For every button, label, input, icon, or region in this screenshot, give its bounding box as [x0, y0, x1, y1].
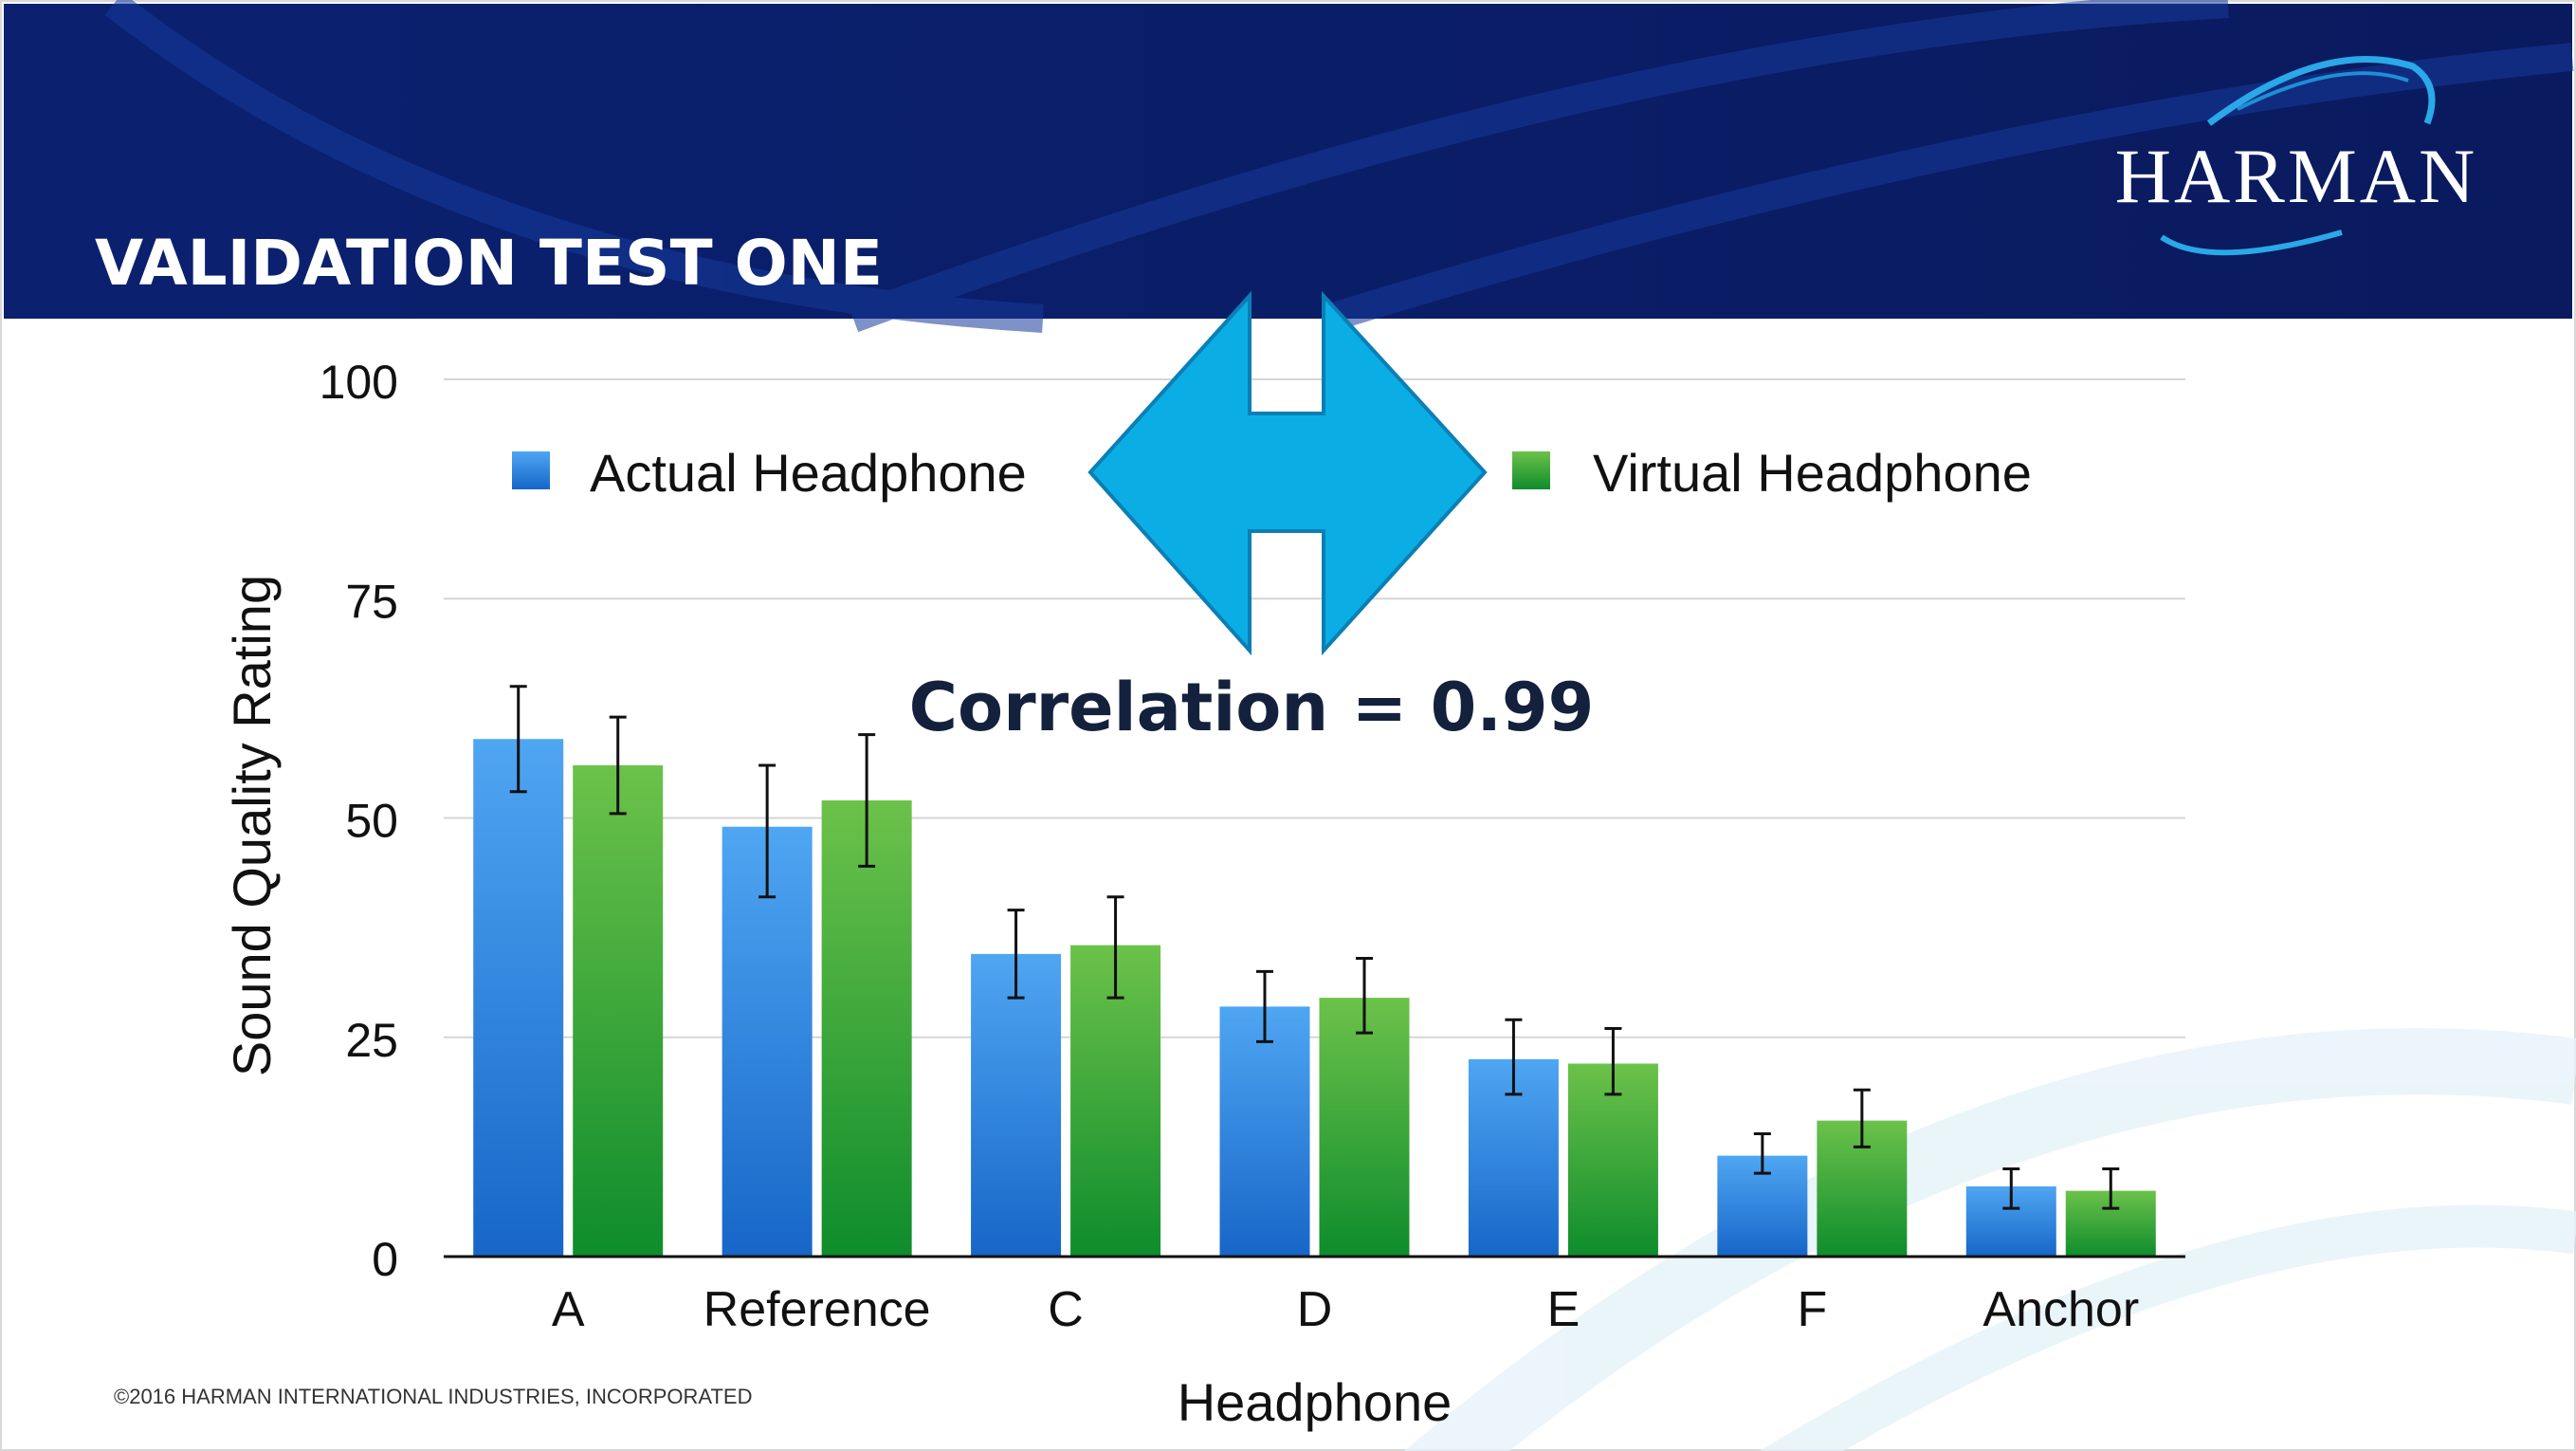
x-tick-label: Anchor: [1982, 1282, 2139, 1337]
error-bar: [1256, 969, 1273, 1043]
bar-virtual: [573, 765, 664, 1257]
y-tick-label: 100: [320, 356, 398, 409]
bar-actual: [1219, 1006, 1310, 1257]
bar-actual: [971, 953, 1062, 1257]
error-bar: [858, 733, 876, 868]
error-bar: [1007, 909, 1025, 1000]
error-bar: [2002, 1167, 2020, 1210]
error-bar: [609, 715, 627, 816]
error-bar: [1106, 895, 1124, 1000]
error-bar: [1753, 1132, 1771, 1175]
logo-swoosh-top-2: [2237, 71, 2409, 111]
error-bar: [1604, 1027, 1622, 1096]
background-swooshes: [1404, 1028, 2576, 1451]
x-tick-label: E: [1547, 1282, 1580, 1337]
legend-label-actual: Actual Headphone: [590, 443, 1027, 503]
y-axis-label: Sound Quality Rating: [222, 575, 282, 1076]
x-axis-label: Headphone: [1178, 1372, 1452, 1432]
copyright-footer: ©2016 HARMAN INTERNATIONAL INDUSTRIES, I…: [114, 1385, 752, 1408]
x-tick-label: F: [1797, 1282, 1827, 1337]
slide-title: VALIDATION TEST ONE: [95, 227, 883, 300]
x-tick-label: A: [552, 1282, 585, 1337]
harman-logo: HARMAN: [2115, 56, 2477, 256]
error-bar: [1505, 1018, 1523, 1096]
bar-actual: [722, 826, 813, 1257]
error-bars: [509, 685, 2120, 1210]
legend: Actual Headphone Virtual Headphone: [512, 443, 2032, 503]
legend-swatch-virtual: [1512, 451, 1550, 489]
y-tick-label: 75: [345, 575, 398, 628]
x-tick-label: D: [1297, 1282, 1333, 1337]
logo-swoosh-top: [2206, 56, 2436, 126]
error-bar: [509, 685, 527, 794]
header-band: [4, 0, 2574, 333]
x-tick-label: Reference: [703, 1282, 931, 1337]
bar-virtual: [1567, 1063, 1658, 1257]
logo-swoosh-bottom: [2160, 230, 2343, 256]
y-tick-label: 0: [372, 1233, 398, 1286]
error-bar: [758, 763, 776, 899]
error-bar: [1356, 957, 1373, 1035]
x-axis-ticks: A Reference C D E F Anchor: [552, 1282, 2139, 1337]
y-axis-ticks: 0 25 50 75 100: [320, 356, 398, 1286]
gridlines: [444, 378, 2185, 1038]
legend-swatch-actual: [512, 451, 550, 489]
logo-wordmark: HARMAN: [2115, 133, 2477, 219]
bar-chart: 0 25 50 75 100 A Reference C D E F Anchor Sound Qu…: [222, 356, 2185, 1432]
bar-virtual: [821, 800, 912, 1257]
error-bar: [2102, 1167, 2120, 1210]
correlation-annotation: Correlation = 0.99: [909, 669, 1595, 746]
y-tick-label: 50: [345, 795, 398, 848]
bar-virtual: [1319, 998, 1410, 1257]
legend-label-virtual: Virtual Headphone: [1593, 443, 2032, 503]
bar-actual: [473, 739, 564, 1257]
x-tick-label: C: [1048, 1282, 1084, 1337]
double-arrow-icon: [1087, 290, 1488, 656]
error-bar: [1853, 1088, 1871, 1148]
y-tick-label: 25: [345, 1014, 398, 1067]
